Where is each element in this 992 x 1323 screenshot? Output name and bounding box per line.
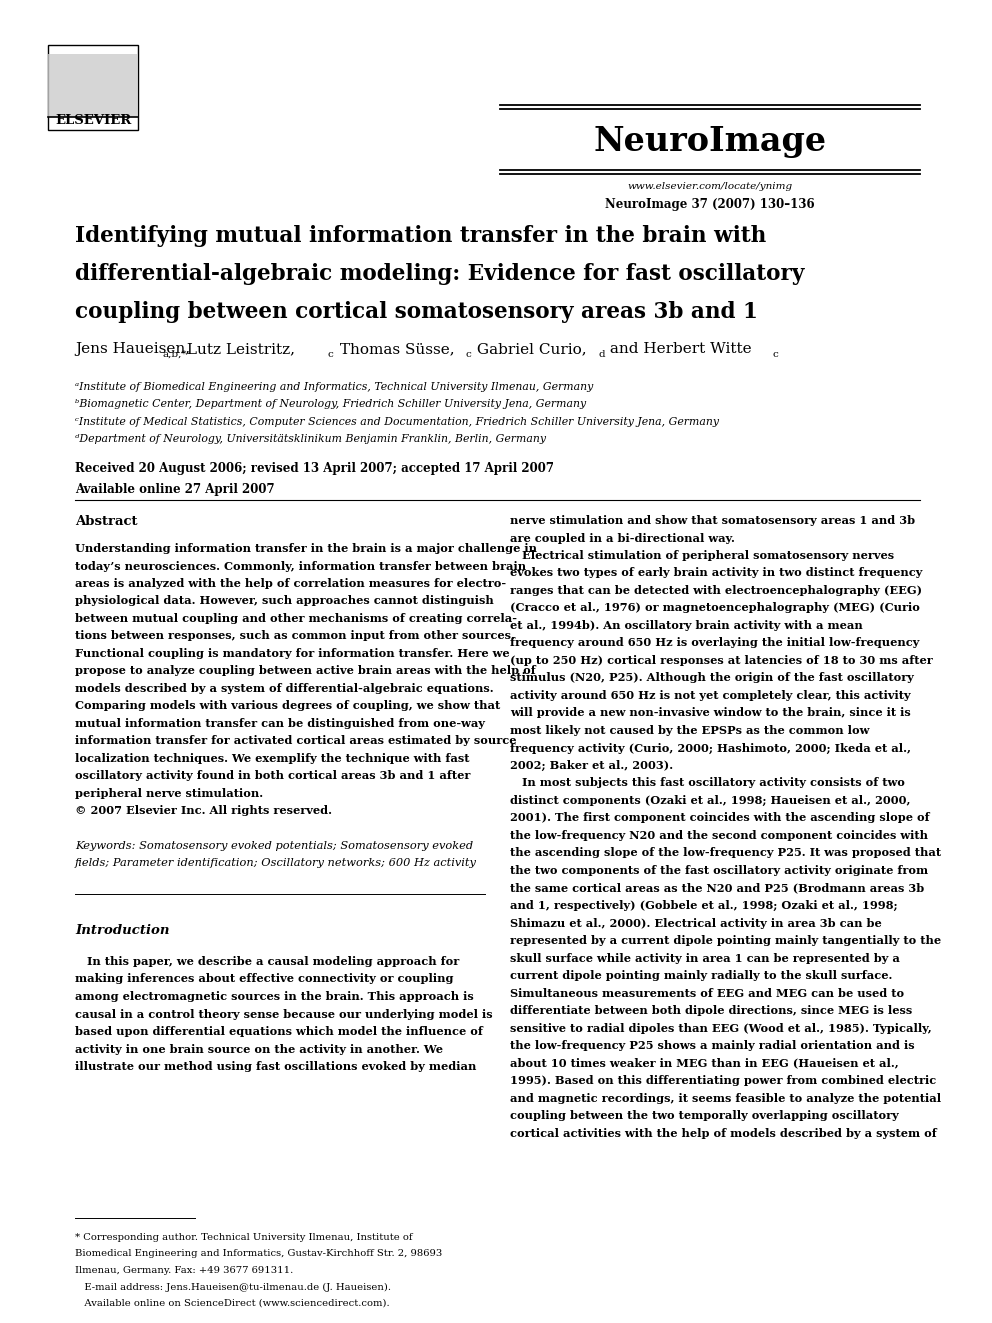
Text: will provide a new non-invasive window to the brain, since it is: will provide a new non-invasive window t… bbox=[510, 708, 911, 718]
Text: causal in a control theory sense because our underlying model is: causal in a control theory sense because… bbox=[75, 1008, 493, 1020]
Text: Identifying mutual information transfer in the brain with: Identifying mutual information transfer … bbox=[75, 225, 766, 247]
Text: ᵈDepartment of Neurology, Universitätsklinikum Benjamin Franklin, Berlin, German: ᵈDepartment of Neurology, Universitätskl… bbox=[75, 434, 546, 445]
Text: Functional coupling is mandatory for information transfer. Here we: Functional coupling is mandatory for inf… bbox=[75, 648, 510, 659]
Text: peripheral nerve stimulation.: peripheral nerve stimulation. bbox=[75, 789, 263, 799]
Text: illustrate our method using fast oscillations evoked by median: illustrate our method using fast oscilla… bbox=[75, 1061, 476, 1072]
Text: Abstract: Abstract bbox=[75, 515, 138, 528]
Text: frequency activity (Curio, 2000; Hashimoto, 2000; Ikeda et al.,: frequency activity (Curio, 2000; Hashimo… bbox=[510, 742, 911, 754]
Text: evokes two types of early brain activity in two distinct frequency: evokes two types of early brain activity… bbox=[510, 568, 923, 578]
Text: c: c bbox=[772, 351, 778, 359]
Text: © 2007 Elsevier Inc. All rights reserved.: © 2007 Elsevier Inc. All rights reserved… bbox=[75, 806, 332, 816]
Text: differentiate between both dipole directions, since MEG is less: differentiate between both dipole direct… bbox=[510, 1005, 913, 1016]
Text: most likely not caused by the EPSPs as the common low: most likely not caused by the EPSPs as t… bbox=[510, 725, 869, 736]
Text: today’s neurosciences. Commonly, information transfer between brain: today’s neurosciences. Commonly, informa… bbox=[75, 561, 526, 572]
Text: Lutz Leistritz,: Lutz Leistritz, bbox=[182, 343, 295, 356]
Text: the low-frequency P25 shows a mainly radial orientation and is: the low-frequency P25 shows a mainly rad… bbox=[510, 1040, 915, 1050]
Text: Jens Haueisen,: Jens Haueisen, bbox=[75, 343, 190, 356]
Text: localization techniques. We exemplify the technique with fast: localization techniques. We exemplify th… bbox=[75, 753, 469, 763]
Text: Available online 27 April 2007: Available online 27 April 2007 bbox=[75, 483, 275, 496]
Text: 2001). The first component coincides with the ascending slope of: 2001). The first component coincides wit… bbox=[510, 812, 930, 823]
Text: and magnetic recordings, it seems feasible to analyze the potential: and magnetic recordings, it seems feasib… bbox=[510, 1093, 941, 1103]
Text: between mutual coupling and other mechanisms of creating correla-: between mutual coupling and other mechan… bbox=[75, 613, 517, 624]
Text: skull surface while activity in area 1 can be represented by a: skull surface while activity in area 1 c… bbox=[510, 953, 900, 963]
Text: et al., 1994b). An oscillatory brain activity with a mean: et al., 1994b). An oscillatory brain act… bbox=[510, 620, 863, 631]
Text: based upon differential equations which model the influence of: based upon differential equations which … bbox=[75, 1027, 483, 1037]
Text: physiological data. However, such approaches cannot distinguish: physiological data. However, such approa… bbox=[75, 595, 494, 606]
Text: Electrical stimulation of peripheral somatosensory nerves: Electrical stimulation of peripheral som… bbox=[510, 550, 894, 561]
Text: current dipole pointing mainly radially to the skull surface.: current dipole pointing mainly radially … bbox=[510, 970, 893, 980]
Text: propose to analyze coupling between active brain areas with the help of: propose to analyze coupling between acti… bbox=[75, 665, 536, 676]
Text: d: d bbox=[598, 351, 605, 359]
Text: distinct components (Ozaki et al., 1998; Haueisen et al., 2000,: distinct components (Ozaki et al., 1998;… bbox=[510, 795, 911, 806]
Text: information transfer for activated cortical areas estimated by source: information transfer for activated corti… bbox=[75, 736, 517, 746]
Text: NeuroImage 37 (2007) 130–136: NeuroImage 37 (2007) 130–136 bbox=[605, 198, 814, 210]
Text: and 1, respectively) (Gobbele et al., 1998; Ozaki et al., 1998;: and 1, respectively) (Gobbele et al., 19… bbox=[510, 900, 898, 912]
Text: sensitive to radial dipoles than EEG (Wood et al., 1985). Typically,: sensitive to radial dipoles than EEG (Wo… bbox=[510, 1023, 931, 1033]
Text: stimulus (N20, P25). Although the origin of the fast oscillatory: stimulus (N20, P25). Although the origin… bbox=[510, 672, 914, 684]
Text: www.elsevier.com/locate/ynimg: www.elsevier.com/locate/ynimg bbox=[627, 183, 793, 191]
Text: E-mail address: Jens.Haueisen@tu-ilmenau.de (J. Haueisen).: E-mail address: Jens.Haueisen@tu-ilmenau… bbox=[75, 1282, 391, 1291]
Text: Simultaneous measurements of EEG and MEG can be used to: Simultaneous measurements of EEG and MEG… bbox=[510, 987, 904, 999]
Text: the two components of the fast oscillatory activity originate from: the two components of the fast oscillato… bbox=[510, 865, 929, 876]
Text: the same cortical areas as the N20 and P25 (Brodmann areas 3b: the same cortical areas as the N20 and P… bbox=[510, 882, 925, 893]
Bar bbox=[48, 53, 138, 118]
Text: In most subjects this fast oscillatory activity consists of two: In most subjects this fast oscillatory a… bbox=[510, 778, 905, 789]
Text: about 10 times weaker in MEG than in EEG (Haueisen et al.,: about 10 times weaker in MEG than in EEG… bbox=[510, 1057, 899, 1069]
Text: tions between responses, such as common input from other sources.: tions between responses, such as common … bbox=[75, 631, 515, 642]
Text: oscillatory activity found in both cortical areas 3b and 1 after: oscillatory activity found in both corti… bbox=[75, 770, 470, 782]
Text: ᶜInstitute of Medical Statistics, Computer Sciences and Documentation, Friedrich: ᶜInstitute of Medical Statistics, Comput… bbox=[75, 417, 719, 427]
Text: are coupled in a bi-directional way.: are coupled in a bi-directional way. bbox=[510, 532, 735, 544]
Text: Received 20 August 2006; revised 13 April 2007; accepted 17 April 2007: Received 20 August 2006; revised 13 Apri… bbox=[75, 462, 554, 475]
Text: areas is analyzed with the help of correlation measures for electro-: areas is analyzed with the help of corre… bbox=[75, 578, 506, 589]
Text: ᵇBiomagnetic Center, Department of Neurology, Friedrich Schiller University Jena: ᵇBiomagnetic Center, Department of Neuro… bbox=[75, 400, 586, 410]
Text: coupling between the two temporally overlapping oscillatory: coupling between the two temporally over… bbox=[510, 1110, 899, 1121]
Text: Shimazu et al., 2000). Electrical activity in area 3b can be: Shimazu et al., 2000). Electrical activi… bbox=[510, 917, 882, 929]
Text: fields; Parameter identification; Oscillatory networks; 600 Hz activity: fields; Parameter identification; Oscill… bbox=[75, 859, 477, 868]
Text: Introduction: Introduction bbox=[75, 923, 170, 937]
Text: (Cracco et al., 1976) or magnetoencephalography (MEG) (Curio: (Cracco et al., 1976) or magnetoencephal… bbox=[510, 602, 920, 614]
Text: NeuroImage: NeuroImage bbox=[593, 124, 826, 157]
Text: Thomas Süsse,: Thomas Süsse, bbox=[335, 343, 454, 356]
Text: 1995). Based on this differentiating power from combined electric: 1995). Based on this differentiating pow… bbox=[510, 1076, 936, 1086]
Text: Gabriel Curio,: Gabriel Curio, bbox=[472, 343, 586, 356]
Text: frequency around 650 Hz is overlaying the initial low-frequency: frequency around 650 Hz is overlaying th… bbox=[510, 638, 920, 648]
Text: Biomedical Engineering and Informatics, Gustav-Kirchhoff Str. 2, 98693: Biomedical Engineering and Informatics, … bbox=[75, 1249, 442, 1258]
Text: Available online on ScienceDirect (www.sciencedirect.com).: Available online on ScienceDirect (www.s… bbox=[75, 1299, 390, 1308]
Text: Keywords: Somatosensory evoked potentials; Somatosensory evoked: Keywords: Somatosensory evoked potential… bbox=[75, 841, 473, 851]
Text: models described by a system of differential-algebraic equations.: models described by a system of differen… bbox=[75, 683, 494, 695]
Text: ELSEVIER: ELSEVIER bbox=[55, 114, 131, 127]
Text: a,b,*: a,b,* bbox=[162, 351, 186, 359]
Text: activity in one brain source on the activity in another. We: activity in one brain source on the acti… bbox=[75, 1044, 443, 1054]
Text: mutual information transfer can be distinguished from one-way: mutual information transfer can be disti… bbox=[75, 718, 485, 729]
Text: c: c bbox=[328, 351, 333, 359]
Text: In this paper, we describe a causal modeling approach for: In this paper, we describe a causal mode… bbox=[75, 957, 459, 967]
Text: cortical activities with the help of models described by a system of: cortical activities with the help of mod… bbox=[510, 1127, 936, 1139]
Text: activity around 650 Hz is not yet completely clear, this activity: activity around 650 Hz is not yet comple… bbox=[510, 691, 911, 701]
Text: the ascending slope of the low-frequency P25. It was proposed that: the ascending slope of the low-frequency… bbox=[510, 848, 941, 859]
Text: among electromagnetic sources in the brain. This approach is: among electromagnetic sources in the bra… bbox=[75, 991, 474, 1002]
Text: ranges that can be detected with electroencephalography (EEG): ranges that can be detected with electro… bbox=[510, 585, 923, 595]
Text: coupling between cortical somatosensory areas 3b and 1: coupling between cortical somatosensory … bbox=[75, 302, 758, 323]
Bar bbox=[48, 45, 138, 130]
Text: represented by a current dipole pointing mainly tangentially to the: represented by a current dipole pointing… bbox=[510, 935, 941, 946]
Text: 2002; Baker et al., 2003).: 2002; Baker et al., 2003). bbox=[510, 759, 674, 771]
Text: and Herbert Witte: and Herbert Witte bbox=[605, 343, 752, 356]
Text: * Corresponding author. Technical University Ilmenau, Institute of: * Corresponding author. Technical Univer… bbox=[75, 1233, 413, 1242]
Text: Understanding information transfer in the brain is a major challenge in: Understanding information transfer in th… bbox=[75, 542, 537, 554]
Text: nerve stimulation and show that somatosensory areas 1 and 3b: nerve stimulation and show that somatose… bbox=[510, 515, 916, 527]
Text: c: c bbox=[465, 351, 471, 359]
Text: making inferences about effective connectivity or coupling: making inferences about effective connec… bbox=[75, 974, 453, 984]
Text: Ilmenau, Germany. Fax: +49 3677 691311.: Ilmenau, Germany. Fax: +49 3677 691311. bbox=[75, 1266, 294, 1275]
Text: the low-frequency N20 and the second component coincides with: the low-frequency N20 and the second com… bbox=[510, 830, 928, 841]
Text: Comparing models with various degrees of coupling, we show that: Comparing models with various degrees of… bbox=[75, 700, 500, 712]
Text: (up to 250 Hz) cortical responses at latencies of 18 to 30 ms after: (up to 250 Hz) cortical responses at lat… bbox=[510, 655, 932, 665]
Text: differential-algebraic modeling: Evidence for fast oscillatory: differential-algebraic modeling: Evidenc… bbox=[75, 263, 805, 284]
Text: ᵃInstitute of Biomedical Engineering and Informatics, Technical University Ilmen: ᵃInstitute of Biomedical Engineering and… bbox=[75, 382, 593, 392]
